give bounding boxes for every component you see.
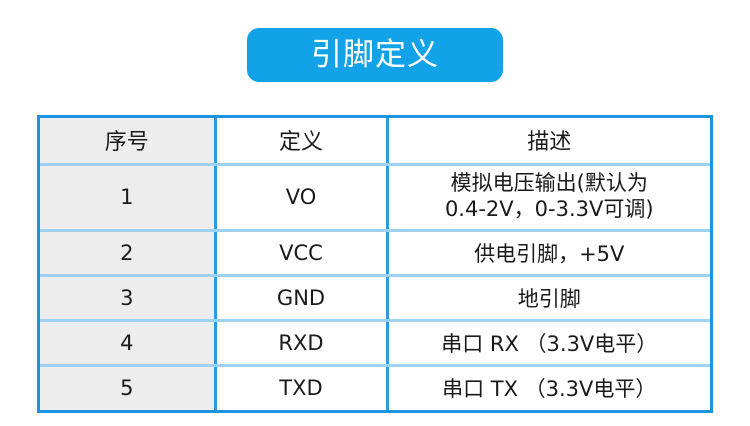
title-badge: 引脚定义 — [247, 28, 503, 82]
table-row: 1 VO 模拟电压输出(默认为 0.4-2V，0-3.3V可调) — [40, 164, 710, 232]
pin-definition-table: 序号 定义 描述 1 VO 模拟电压输出(默认为 0.4-2V，0-3.3V可调… — [40, 118, 710, 410]
cell-desc: 串口 TX （3.3V电平） — [442, 377, 657, 402]
cell-no: 5 — [40, 365, 217, 410]
page-title: 引脚定义 — [311, 36, 439, 73]
cell-no: 3 — [40, 275, 217, 322]
cell-define: VCC — [215, 230, 389, 277]
cell-no: 2 — [40, 230, 217, 277]
cell-desc-text: 模拟电压输出(默认为 0.4-2V，0-3.3V可调) — [444, 171, 654, 221]
column-header-no: 序号 — [40, 118, 217, 166]
title-banner: 引脚定义 — [0, 28, 750, 82]
column-header-define: 定义 — [215, 118, 389, 166]
cell-define: GND — [215, 275, 389, 322]
cell-define: TXD — [215, 365, 389, 410]
table-row: 3 GND 地引脚 — [40, 275, 710, 322]
cell-no: 4 — [40, 320, 217, 367]
table-row: 5 TXD 串口 TX （3.3V电平） — [40, 365, 710, 410]
cell-desc: 地引脚 — [387, 275, 710, 322]
cell-desc: 串口 RX （3.3V电平） — [387, 320, 710, 367]
cell-desc: 供电引脚，+5V — [387, 230, 710, 277]
table-row: 2 VCC 供电引脚，+5V — [40, 230, 710, 277]
cell-define: VO — [215, 164, 389, 232]
cell-define: RXD — [215, 320, 389, 367]
column-header-desc: 描述 — [387, 118, 710, 166]
cell-desc: 模拟电压输出(默认为 0.4-2V，0-3.3V可调) — [387, 164, 710, 232]
table-header-row: 序号 定义 描述 — [40, 118, 710, 166]
pin-definition-table-container: 序号 定义 描述 1 VO 模拟电压输出(默认为 0.4-2V，0-3.3V可调… — [37, 115, 713, 413]
table-row: 4 RXD 串口 RX （3.3V电平） — [40, 320, 710, 367]
cell-no: 1 — [40, 164, 217, 232]
